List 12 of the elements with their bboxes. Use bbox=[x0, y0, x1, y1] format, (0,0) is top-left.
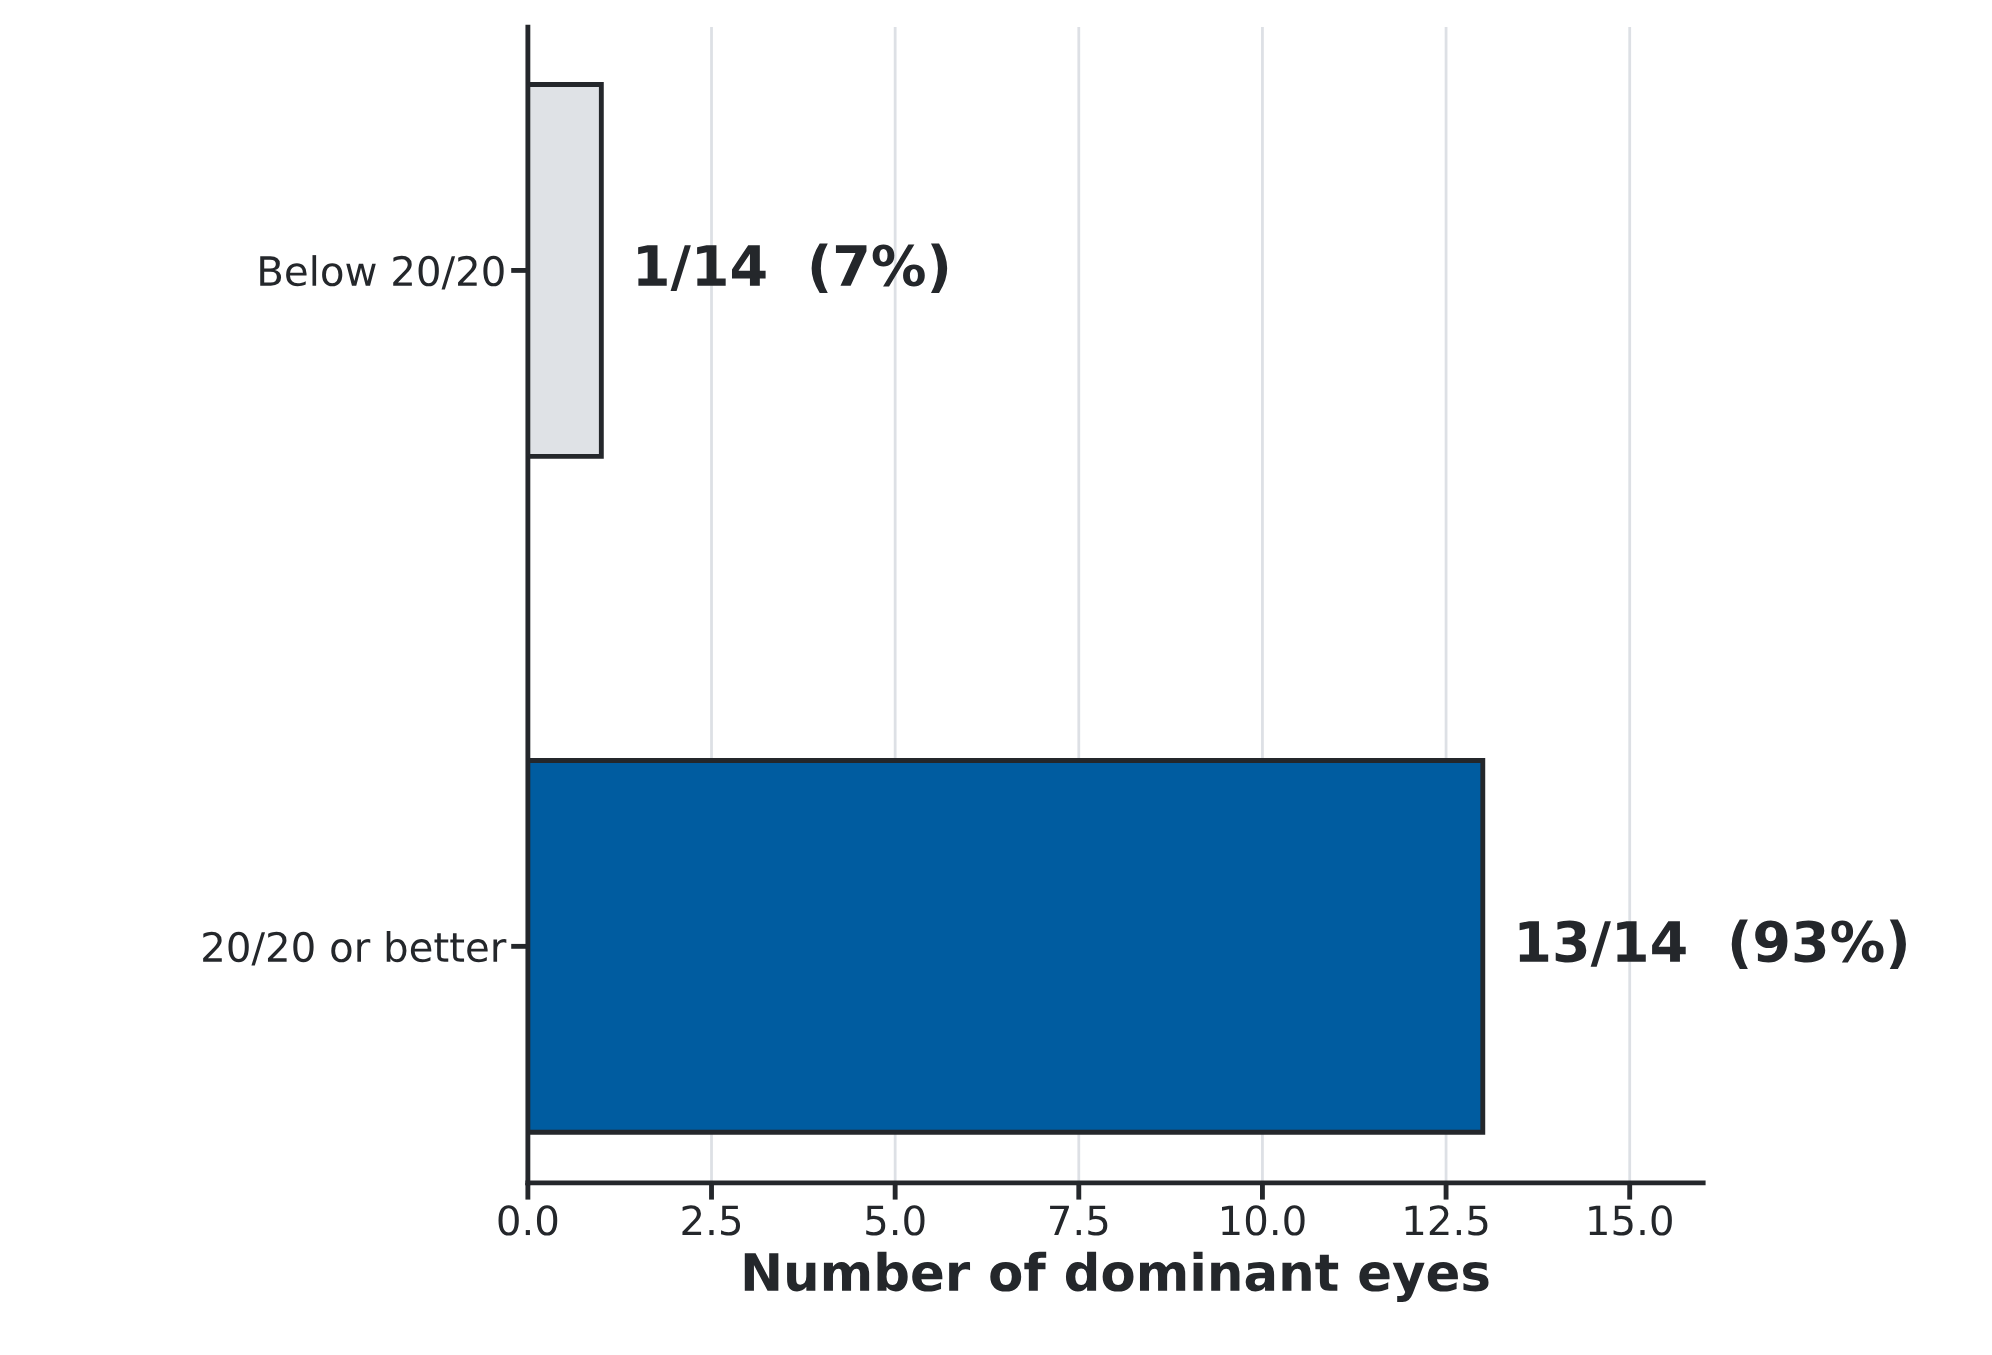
data-label: 1/14 (7%) bbox=[638, 243, 948, 294]
x-axis-title: Number of dominant eyes bbox=[744, 1251, 1489, 1302]
x-tick-label: 5.0 bbox=[866, 1205, 925, 1236]
data-label: 13/14 (93%) bbox=[1519, 919, 1906, 969]
x-tick-label: 0.0 bbox=[498, 1205, 558, 1236]
y-tick-label: 20/20 or better bbox=[203, 931, 507, 966]
y-tick-label: Below 20/20 bbox=[260, 255, 504, 290]
x-tick-label: 7.5 bbox=[1050, 1205, 1108, 1236]
x-tick-label: 12.5 bbox=[1405, 1205, 1488, 1236]
x-tick-label: 10.0 bbox=[1222, 1205, 1305, 1236]
x-tick-label: 2.5 bbox=[682, 1205, 741, 1236]
x-tick-label: 15.0 bbox=[1589, 1205, 1672, 1236]
